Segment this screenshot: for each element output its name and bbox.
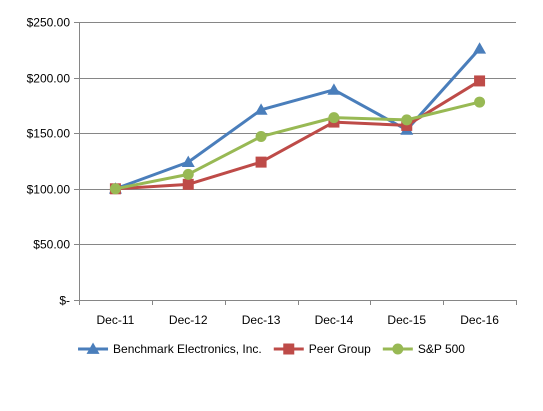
legend-label: S&P 500: [418, 342, 465, 356]
series-1: [109, 75, 486, 195]
data-point: [327, 83, 341, 95]
gridlines: [79, 22, 516, 245]
x-tick-label: Dec-16: [460, 313, 499, 327]
y-tick-label: $100.00: [27, 183, 71, 197]
data-point: [182, 168, 194, 180]
y-tick-label: $150.00: [27, 127, 71, 141]
data-point: [474, 96, 486, 108]
x-tick-label: Dec-15: [387, 313, 426, 327]
data-point: [473, 42, 487, 54]
series-line: [115, 100, 480, 191]
data-point: [254, 103, 268, 115]
data-point: [401, 119, 413, 131]
y-tick-label: $200.00: [27, 72, 71, 86]
data-point: [109, 183, 121, 195]
series-0: [108, 42, 487, 194]
legend-marker: [86, 342, 100, 354]
x-tick-label: Dec-12: [169, 313, 208, 327]
data-point: [255, 131, 267, 143]
legend-item: Benchmark Electronics, Inc.: [78, 342, 262, 356]
legend-item: S&P 500: [382, 342, 465, 356]
data-point: [474, 75, 486, 87]
series-2: [109, 96, 486, 195]
legend-marker: [392, 343, 404, 355]
axes: $- $50.00 $100.00 $150.00 $200.00 $250.00 Dec-…: [27, 16, 517, 327]
data-point: [181, 155, 195, 167]
x-tick-label: Dec-14: [315, 313, 354, 327]
legend-label: Benchmark Electronics, Inc.: [113, 342, 262, 356]
y-tick-label: $50.00: [33, 238, 70, 252]
y-tick-label: $-: [59, 294, 70, 308]
data-point: [255, 156, 267, 168]
series-line: [114, 47, 481, 191]
data-point: [328, 112, 340, 124]
data-point: [401, 114, 413, 126]
legend: Benchmark Electronics, Inc. Peer Group S&P…: [78, 342, 465, 356]
legend-label: Peer Group: [309, 342, 371, 356]
x-tick-label: Dec-13: [242, 313, 281, 327]
x-tick-label: Dec-11: [97, 313, 135, 327]
y-tick-label: $250.00: [27, 16, 71, 30]
legend-item: Peer Group: [273, 342, 371, 356]
series-line: [115, 79, 481, 191]
data-point: [182, 178, 194, 190]
legend-marker: [283, 343, 295, 355]
plot-area: [108, 42, 487, 195]
